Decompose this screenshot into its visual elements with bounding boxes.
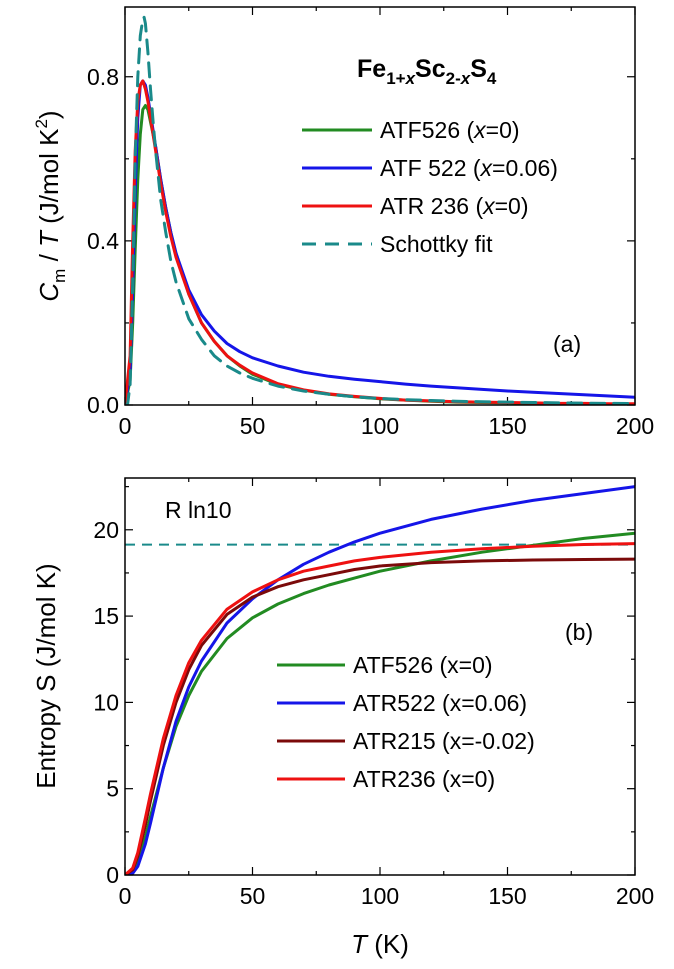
x-tick-label: 150 [488,883,526,909]
legend-label-atf526: ATF526 (x=0) [380,117,520,143]
panel-a-frame [124,6,636,406]
panel-b-legend: ATF526 (x=0) ATR522 (x=0.06) ATR215 (x=-… [277,652,535,792]
legend-label-atr522-b: ATR522 (x=0.06) [353,690,527,716]
series-line-b-2 [125,557,635,875]
x-tick-label: 100 [361,413,399,439]
legend-label-atf526-b: ATF526 (x=0) [353,652,493,678]
y-tick-label: 5 [106,776,119,802]
panel-b-ylabel: Entropy S (J/mol K) [31,563,61,788]
x-tick-label: 50 [240,413,266,439]
panel-a-series [125,15,635,405]
y-tick-label: 0.8 [87,64,119,90]
panel-b-series [125,485,635,875]
panel-a-legend: ATF526 (x=0) ATF 522 (x=0.06) ATR 236 (x… [302,117,558,257]
x-tick-label: 200 [616,883,654,909]
y-tick-label: 10 [93,689,119,715]
x-tick-label: 200 [616,413,654,439]
series-line-b-3 [125,542,635,875]
y-tick-label: 0.4 [87,228,119,254]
panel-b: 0 50 100 150 200 0 5 10 15 20 R ln10 (b) ATF526 (… [31,477,654,959]
x-tick-label: 0 [119,883,132,909]
legend-label-atr236-b: ATR236 (x=0) [353,766,495,792]
legend-label-atr215-b: ATR215 (x=-0.02) [353,728,535,754]
panel-b-xlabel: T (K) [351,929,409,959]
panel-b-annotation: (b) [565,619,593,645]
panel-a: 0 50 100 150 200 0.0 0.4 0.8 Fe1+xSc2-xS4 ATF52… [32,6,654,439]
y-tick-label: 20 [93,517,119,543]
panel-a-ylabel: Cm / T (J/mol K2) [32,110,69,301]
y-tick-label: 0.0 [87,392,119,418]
panel-a-title: Fe1+xSc2-xS4 [357,55,497,88]
panel-a-tick-labels: 0 50 100 150 200 0.0 0.4 0.8 [87,64,654,439]
y-tick-label: 15 [93,603,119,629]
panel-a-annotation: (a) [553,331,581,357]
y-tick-label: 0 [106,862,119,888]
x-tick-label: 0 [119,413,132,439]
panel-b-tick-labels: 0 50 100 150 200 0 5 10 15 20 [93,517,654,909]
x-tick-label: 100 [361,883,399,909]
panel-b-frame [124,477,636,876]
x-tick-label: 150 [488,413,526,439]
legend-label-schottky: Schottky fit [380,231,493,257]
legend-label-atf522: ATF 522 (x=0.06) [380,155,558,181]
x-tick-label: 50 [240,883,266,909]
series-line-b-0 [125,531,635,875]
series-line-a-3 [125,15,635,405]
reference-line-label: R ln10 [165,497,231,523]
legend-label-atr236: ATR 236 (x=0) [380,193,529,219]
